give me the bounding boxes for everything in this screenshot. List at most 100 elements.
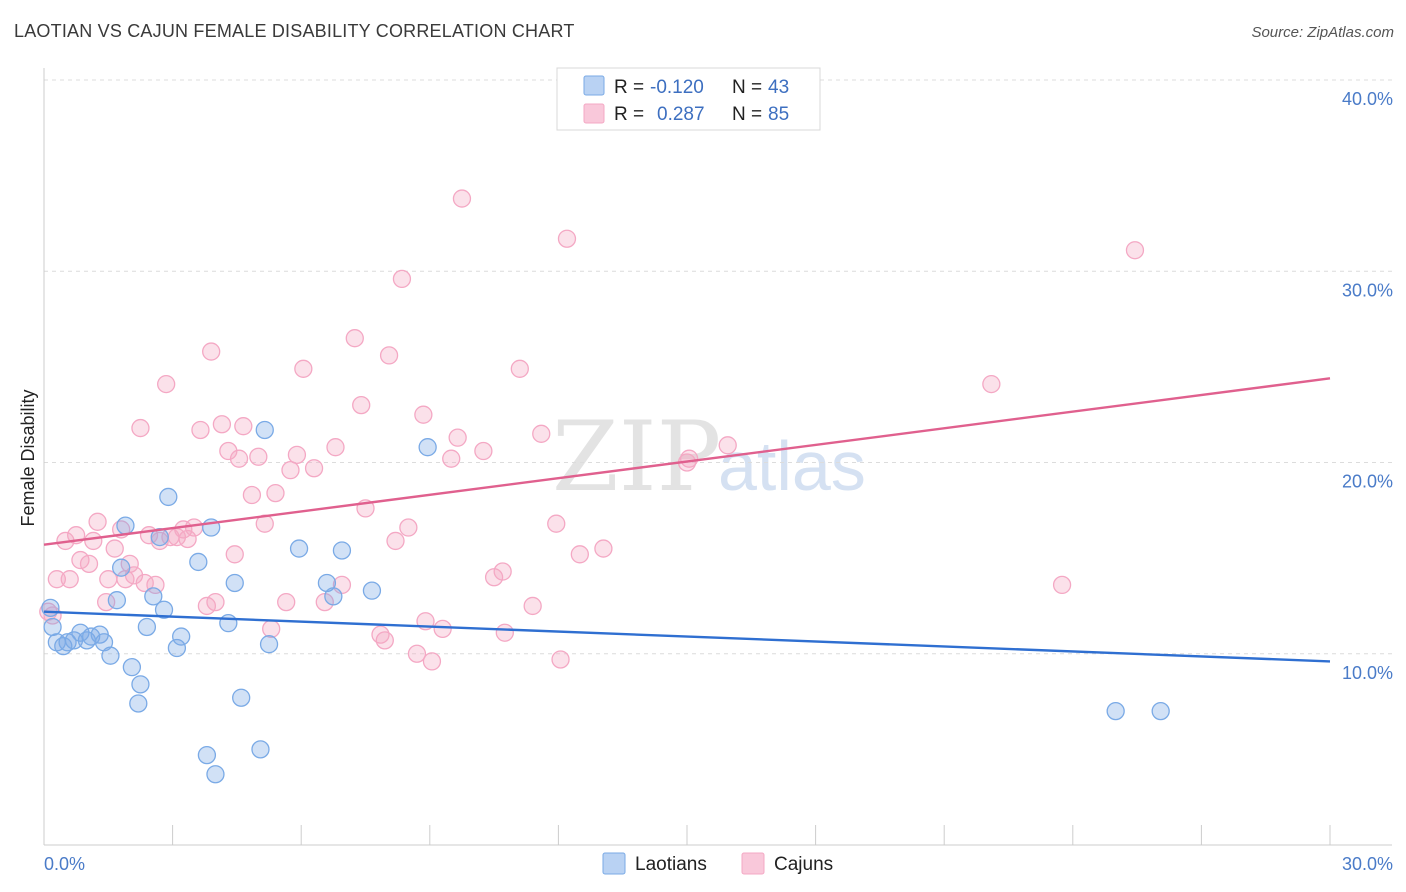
legend-n-value-laotians: 43 <box>768 77 789 98</box>
legend-swatch-laotians <box>583 75 605 96</box>
legend-n-value-cajuns: 85 <box>768 104 789 125</box>
point-cajuns <box>407 644 427 663</box>
point-cajuns <box>229 449 249 468</box>
watermark: ZIP atlas <box>552 401 866 513</box>
point-laotians <box>129 694 148 713</box>
legend-n-label-laotians: N = <box>732 77 762 98</box>
point-cajuns <box>131 418 150 438</box>
bottom-legend-label-cajuns: Cajuns <box>774 854 833 875</box>
y-tick-label: 40.0% <box>1342 89 1393 109</box>
point-cajuns <box>249 447 268 466</box>
point-laotians <box>332 541 352 560</box>
point-laotians <box>1106 701 1125 721</box>
point-cajuns <box>146 575 165 595</box>
legend-r-label-cajuns: R = <box>614 104 644 125</box>
y-axis-label: Female Disability <box>18 389 38 526</box>
point-cajuns <box>523 596 542 616</box>
point-laotians <box>197 745 217 765</box>
point-cajuns <box>679 449 699 468</box>
point-cajuns <box>47 570 67 589</box>
point-cajuns <box>225 545 244 564</box>
point-cajuns <box>157 374 176 394</box>
point-cajuns <box>287 445 307 465</box>
y-tick-label: 20.0% <box>1342 472 1393 492</box>
point-cajuns <box>281 460 300 480</box>
point-cajuns <box>570 545 589 564</box>
point-cajuns <box>594 539 613 558</box>
bottom-legend: Laotians Cajuns <box>602 852 833 875</box>
point-cajuns <box>304 459 324 478</box>
x-tick-label-max: 30.0% <box>1342 854 1393 874</box>
point-cajuns <box>206 592 225 612</box>
legend-r-value-cajuns: 0.287 <box>657 104 705 125</box>
point-cajuns <box>718 436 737 455</box>
point-laotians <box>167 638 187 658</box>
point-cajuns <box>79 554 99 574</box>
chart-source: Source: ZipAtlas.com <box>1251 24 1394 41</box>
point-laotians <box>225 573 244 593</box>
point-laotians <box>255 420 274 440</box>
point-laotians <box>324 587 343 606</box>
legend-r-label-laotians: R = <box>614 77 644 98</box>
point-cajuns <box>433 619 452 639</box>
legend-box: R = -0.120 N = 43 R = 0.287 N = 85 <box>556 67 821 131</box>
point-cajuns <box>448 428 467 447</box>
trend-lines <box>43 377 1331 663</box>
point-cajuns <box>105 539 124 558</box>
point-cajuns <box>88 512 107 531</box>
y-tick-label: 10.0% <box>1342 663 1393 683</box>
point-laotians <box>362 581 382 600</box>
point-laotians <box>144 587 163 606</box>
point-cajuns <box>326 438 345 457</box>
point-cajuns <box>442 449 461 468</box>
point-cajuns <box>242 485 262 505</box>
point-cajuns <box>1125 241 1145 260</box>
point-laotians <box>289 539 309 558</box>
point-cajuns <box>375 631 394 650</box>
point-cajuns <box>510 359 529 378</box>
point-cajuns <box>379 346 399 365</box>
legend-r-value-laotians: -0.120 <box>650 77 704 98</box>
point-cajuns <box>277 592 296 612</box>
point-laotians <box>58 633 77 652</box>
point-cajuns <box>422 652 442 671</box>
point-cajuns <box>212 415 232 434</box>
point-laotians <box>172 627 191 646</box>
point-cajuns <box>557 229 577 248</box>
trend-line-laotians <box>43 610 1331 663</box>
point-cajuns <box>120 554 139 574</box>
point-laotians <box>232 688 251 707</box>
point-cajuns <box>495 623 514 642</box>
point-laotians <box>101 646 120 665</box>
point-cajuns <box>1052 575 1072 595</box>
point-cajuns <box>551 650 570 669</box>
point-laotians <box>131 675 150 694</box>
bottom-legend-swatch-laotians <box>602 852 626 875</box>
point-cajuns <box>474 441 493 461</box>
point-cajuns <box>294 359 313 378</box>
chart-title: LAOTIAN VS CAJUN FEMALE DISABILITY CORRE… <box>14 21 575 41</box>
point-laotians <box>189 552 208 572</box>
gridlines <box>44 79 1392 655</box>
point-cajuns <box>386 531 405 551</box>
point-laotians <box>159 487 178 507</box>
point-laotians <box>259 635 279 654</box>
point-cajuns <box>184 518 204 537</box>
point-laotians <box>154 600 174 619</box>
point-cajuns <box>197 596 217 616</box>
point-cajuns <box>60 570 79 589</box>
point-cajuns <box>262 619 281 639</box>
point-cajuns <box>266 483 285 503</box>
point-cajuns <box>84 531 103 551</box>
point-laotians <box>1151 701 1170 721</box>
point-cajuns <box>547 514 566 533</box>
x-tick-labels: 0.0% 30.0% <box>44 854 1393 874</box>
axes <box>43 68 1392 846</box>
point-laotians <box>116 516 135 535</box>
legend-n-label-cajuns: N = <box>732 104 762 125</box>
point-cajuns <box>345 329 364 348</box>
point-laotians <box>112 558 131 577</box>
point-laotians <box>251 740 270 759</box>
point-laotians <box>418 438 437 457</box>
